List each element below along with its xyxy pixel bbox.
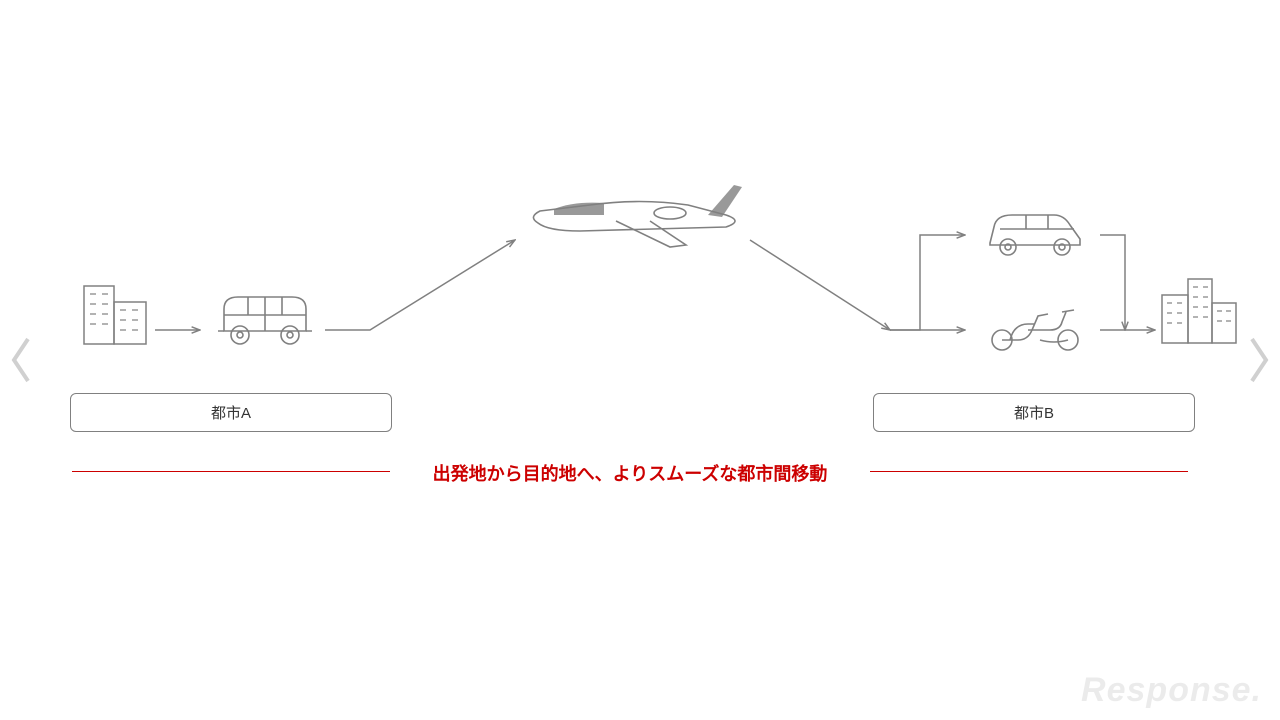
jet-icon — [520, 165, 750, 260]
headline-text: 出発地から目的地へ、よりスムーズな都市間移動 — [410, 460, 850, 486]
city-b-label-box: 都市B — [873, 393, 1195, 432]
accent-rule-left — [72, 471, 390, 472]
buildings-a-icon — [80, 280, 155, 350]
city-a-label: 都市A — [211, 405, 251, 422]
city-a-label-box: 都市A — [70, 393, 392, 432]
buildings-b-icon — [1158, 275, 1243, 350]
city-b-label: 都市B — [1014, 405, 1054, 422]
flow-edges — [0, 0, 1280, 720]
scooter-icon — [980, 300, 1090, 355]
car-icon — [980, 205, 1090, 260]
accent-rule-right — [870, 471, 1188, 472]
diagram-canvas: 都市A 都市B 出発地から目的地へ、よりスムーズな都市間移動 Response. — [0, 0, 1280, 720]
watermark-text: Response. — [1081, 671, 1262, 710]
shuttle-icon — [210, 283, 320, 353]
